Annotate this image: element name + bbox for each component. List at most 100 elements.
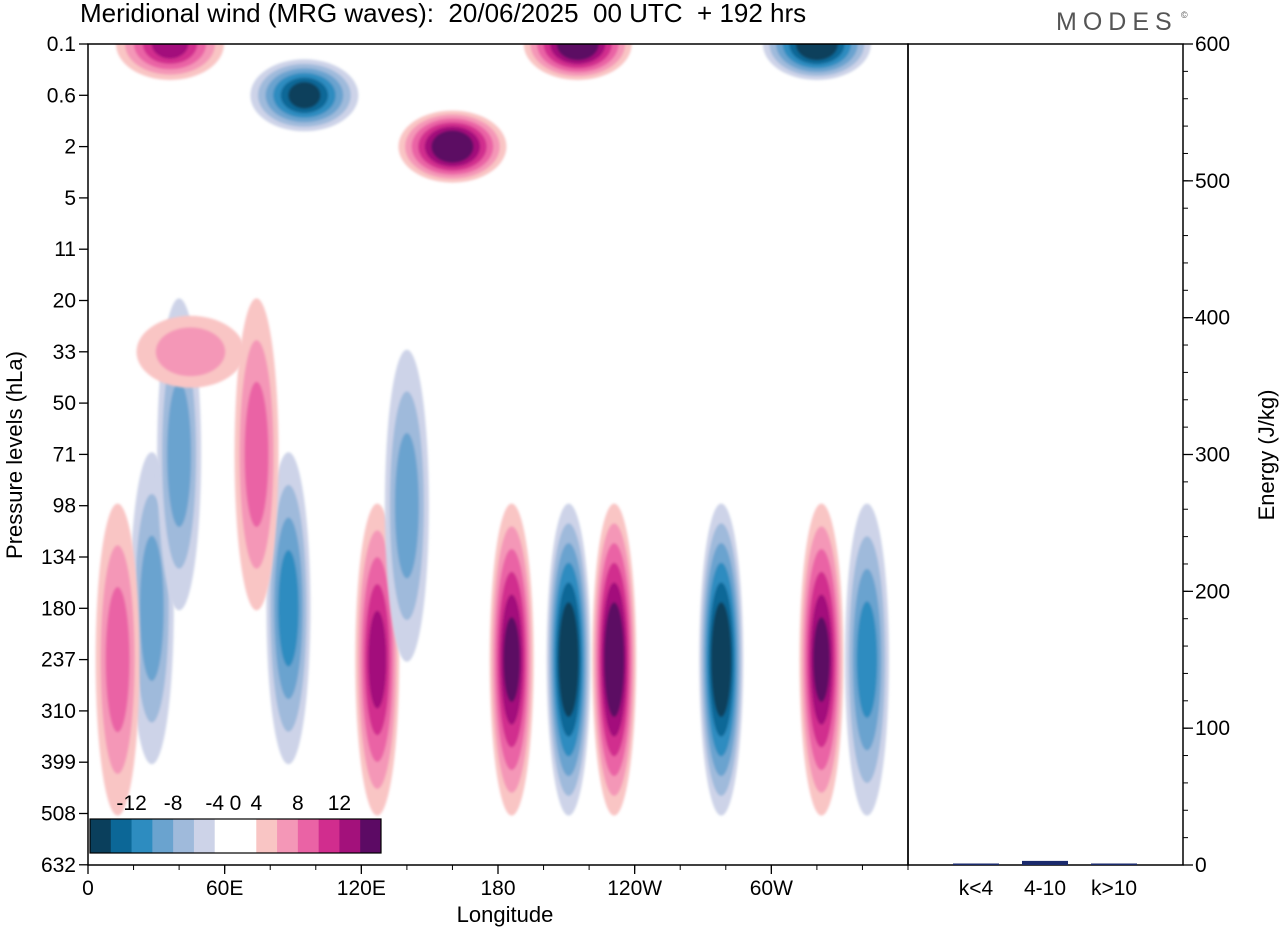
heatmap-field (95, 44, 889, 816)
energy-y-tick-label: 200 (1195, 580, 1230, 603)
colorbar-label: -8 (164, 792, 183, 815)
energy-bar (953, 863, 999, 865)
energy-bar (1022, 860, 1068, 865)
energy-category-label: 4-10 (1024, 877, 1066, 900)
energy-y-tick-label: 400 (1195, 307, 1230, 330)
energy-y-tick-label: 0 (1195, 854, 1207, 877)
energy-category-label: k>10 (1091, 877, 1137, 900)
contour-level (368, 610, 387, 709)
brand-copyright-mark: © (1181, 10, 1188, 20)
brand-logo: MODES (1056, 8, 1178, 36)
y-tick-label: 50 (53, 392, 76, 415)
colorbar-swatch (214, 819, 236, 853)
y-axis-title: Pressure levels (hLa) (2, 351, 27, 559)
x-tick-label: 60E (206, 877, 243, 900)
x-tick-label: 120W (607, 877, 662, 900)
contour-level (139, 535, 164, 681)
y-tick-label: 5 (64, 187, 76, 210)
colorbar-swatch (90, 819, 112, 853)
y-tick-label: 0.1 (47, 33, 76, 56)
contour-feature (116, 44, 224, 80)
contour-feature (592, 503, 637, 816)
y-tick-label: 98 (53, 495, 76, 518)
colorbar-label: -4 (205, 792, 224, 815)
x-tick-label: 180 (480, 877, 515, 900)
energy-bars: k<4 4-10 k>10 (953, 860, 1137, 900)
contour-feature (384, 349, 429, 662)
contour-level (503, 617, 521, 702)
energy-y-axis-title: Energy (J/kg) (1254, 390, 1279, 521)
y-tick-label: 508 (41, 803, 76, 826)
colorbar-frame (89, 818, 382, 854)
contour-feature (546, 503, 591, 816)
contour-level (288, 82, 321, 109)
contour-level (278, 550, 299, 667)
contour-feature (845, 503, 889, 816)
contour-level (802, 44, 832, 57)
energy-y-tick-label: 300 (1195, 444, 1230, 467)
energy-y-tick-label: 100 (1195, 717, 1230, 740)
y-tick-label: 2 (64, 136, 76, 159)
energy-frame (907, 43, 1184, 866)
colorbar-swatch (256, 819, 278, 853)
energy-y-tick-label: 600 (1195, 33, 1230, 56)
contour-level (437, 134, 467, 159)
contour-feature (250, 59, 359, 132)
colorbar-label: 4 (250, 792, 262, 815)
colorbar-label: 8 (292, 792, 304, 815)
contour-feature (136, 315, 245, 388)
y-tick-label: 0.6 (47, 84, 76, 107)
energy-y-tick-label: 500 (1195, 170, 1230, 193)
contour-level (394, 433, 419, 579)
colorbar-swatch (277, 819, 299, 853)
x-tick-label: 0 (82, 877, 94, 900)
contour-level (856, 601, 878, 718)
colorbar-swatch (360, 819, 382, 853)
colorbar-label: 0 (230, 792, 242, 815)
contour-feature (523, 44, 632, 80)
colorbar-swatch (193, 819, 216, 853)
colorbar-swatch (173, 819, 195, 853)
contour-feature (234, 298, 279, 611)
colorbar-swatch (110, 819, 132, 853)
colorbar: -12 -8 -4 0 4 8 12 (89, 792, 382, 854)
y-tick-label: 134 (41, 546, 76, 569)
y-tick-label: 310 (41, 700, 76, 723)
colorbar-swatch (297, 819, 320, 853)
contour-level (244, 381, 269, 528)
contour-feature (762, 44, 871, 80)
colorbar-label: 12 (328, 792, 351, 815)
contour-feature (398, 110, 507, 183)
y-tick-label: 71 (53, 443, 76, 466)
contour-feature (95, 503, 140, 816)
energy-category-label: k<4 (959, 877, 994, 900)
contour-level (155, 327, 226, 377)
y-tick-label: 237 (41, 649, 76, 672)
contour-level (563, 44, 593, 57)
axes: 0 60E 120E 180 120W 60W Longitude 0.1 0.6 2 5 11 20 3… (2, 33, 1279, 927)
x-tick-label: 120E (337, 877, 386, 900)
contour-level (813, 617, 830, 702)
contour-level (167, 381, 192, 528)
y-tick-label: 33 (53, 341, 76, 364)
y-tick-label: 11 (54, 238, 76, 261)
contour-level (713, 622, 730, 698)
contour-feature (699, 503, 744, 816)
contour-feature (799, 503, 844, 816)
contour-feature (266, 452, 311, 765)
y-tick-label: 399 (41, 751, 76, 774)
contour-level (105, 586, 130, 733)
y-tick-label: 632 (41, 854, 76, 877)
colorbar-swatch (318, 819, 340, 853)
x-axis-title: Longitude (457, 902, 554, 927)
chart-title: Meridional wind (MRG waves): 20/06/2025 … (80, 0, 807, 28)
x-tick-label: 60W (750, 877, 793, 900)
contour-level (606, 622, 622, 698)
contour-feature (489, 503, 534, 816)
y-tick-label: 20 (53, 290, 76, 313)
y-tick-label: 180 (41, 597, 76, 620)
colorbar-swatch (131, 819, 153, 853)
energy-bar (1091, 863, 1137, 865)
colorbar-label: -12 (116, 792, 146, 815)
